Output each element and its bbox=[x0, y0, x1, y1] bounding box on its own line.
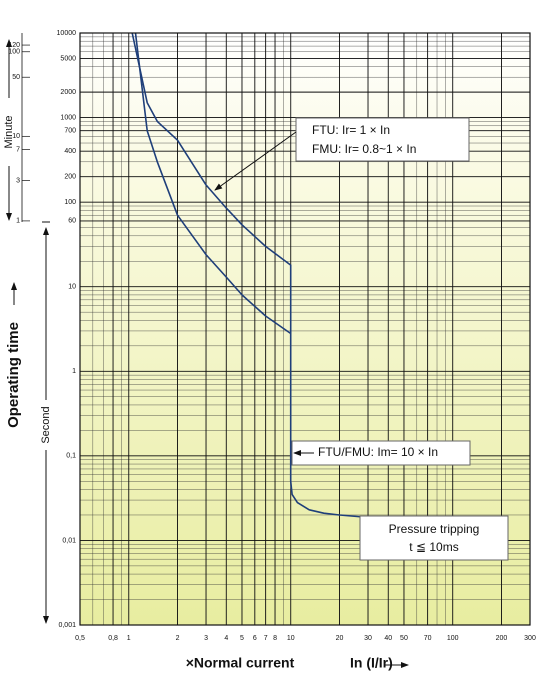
minute-tick-label: 3 bbox=[16, 177, 20, 184]
y-tick-label: 10000 bbox=[57, 30, 77, 37]
y-tick-label: 2000 bbox=[60, 89, 76, 96]
x-axis-unit: In (I/Ir) bbox=[350, 655, 393, 671]
minute-tick-label: 7 bbox=[16, 146, 20, 153]
x-tick-label: 3 bbox=[204, 635, 208, 642]
annotation: FTU/FMU: Im= 10 × In bbox=[318, 445, 438, 459]
y-tick-label: 400 bbox=[64, 148, 76, 155]
second-label: Second bbox=[40, 406, 52, 443]
annotation: t ≦ 10ms bbox=[409, 540, 458, 554]
x-tick-label: 5 bbox=[240, 635, 244, 642]
minute-tick-label: 10 bbox=[12, 133, 20, 140]
y-tick-label: 60 bbox=[68, 218, 76, 225]
annotation-box bbox=[359, 515, 509, 561]
y-tick-label: 1 bbox=[72, 368, 76, 375]
minute-tick-label: 1 bbox=[16, 218, 20, 225]
y-tick-label: 0,1 bbox=[66, 453, 76, 460]
y-tick-label: 200 bbox=[64, 174, 76, 181]
annotation: FMU: Ir= 0.8~1 × In bbox=[312, 142, 416, 156]
minute-tick-label: 100 bbox=[8, 49, 20, 56]
minute-tick-label: 50 bbox=[12, 74, 20, 81]
y-tick-label: 700 bbox=[64, 128, 76, 135]
annotation: FTU: Ir= 1 × In bbox=[312, 123, 390, 137]
x-tick-label: 50 bbox=[400, 635, 408, 642]
y-tick-label: 10 bbox=[68, 284, 76, 291]
x-tick-label: 100 bbox=[447, 635, 459, 642]
curve bbox=[134, 32, 292, 335]
y-tick-label: 5000 bbox=[60, 55, 76, 62]
curve bbox=[131, 32, 364, 518]
x-tick-label: 10 bbox=[287, 635, 295, 642]
x-tick-label: 40 bbox=[384, 635, 392, 642]
x-tick-label: 70 bbox=[424, 635, 432, 642]
annotation: Pressure tripping bbox=[389, 522, 480, 536]
y-tick-label: 0,01 bbox=[62, 537, 76, 544]
x-tick-label: 0,8 bbox=[108, 635, 118, 642]
x-tick-label: 7 bbox=[264, 635, 268, 642]
x-tick-label: 200 bbox=[496, 635, 508, 642]
x-tick-label: 6 bbox=[253, 635, 257, 642]
x-tick-label: 2 bbox=[176, 635, 180, 642]
y-axis-title: Operating time bbox=[5, 322, 22, 428]
y-tick-label: 0,001 bbox=[58, 622, 76, 629]
x-tick-label: 30 bbox=[364, 635, 372, 642]
arrow bbox=[214, 131, 297, 191]
x-axis-title: ×Normal current bbox=[186, 655, 295, 671]
x-tick-label: 0,5 bbox=[75, 635, 85, 642]
y-tick-label: 100 bbox=[64, 199, 76, 206]
y-tick-label: 1000 bbox=[60, 114, 76, 121]
x-tick-label: 1 bbox=[127, 635, 131, 642]
annotation-box bbox=[295, 117, 470, 162]
x-tick-label: 4 bbox=[224, 635, 228, 642]
x-tick-label: 20 bbox=[336, 635, 344, 642]
minute-tick-label: 120 bbox=[8, 42, 20, 49]
minute-label: Minute bbox=[3, 115, 15, 148]
annotation-box bbox=[291, 440, 471, 466]
x-tick-label: 8 bbox=[273, 635, 277, 642]
x-tick-label: 300 bbox=[524, 635, 536, 642]
plot-frame bbox=[79, 32, 531, 626]
